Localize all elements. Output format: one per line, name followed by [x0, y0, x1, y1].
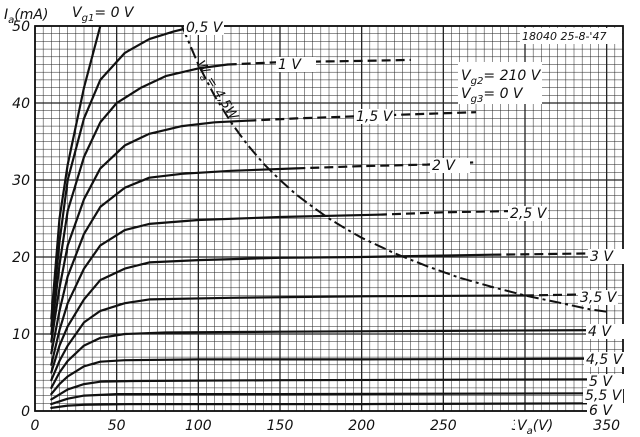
series-label-backing: [587, 374, 627, 389]
series-line: [50, 26, 192, 328]
series-line: [50, 329, 608, 389]
series-label-backing: [586, 324, 626, 339]
series-label: 4 V: [588, 324, 612, 340]
series-label: 5,5 V: [585, 388, 623, 404]
series-line: [50, 213, 380, 366]
x-tick-label: 200: [348, 418, 375, 434]
series-label: 5 V: [589, 374, 613, 390]
series-label-backing: [184, 20, 224, 35]
series-line: [50, 167, 298, 355]
series-label: 3,5 V: [580, 290, 618, 306]
series-label: 6 V: [589, 403, 613, 419]
axes: [34, 25, 624, 412]
condition-vg3: Vg3= 0 V: [461, 86, 524, 105]
x-axis-label-backing: [515, 415, 557, 433]
curves: [50, 26, 608, 409]
series-label-backing: [70, 5, 152, 20]
series-line: [50, 392, 608, 406]
plot-frame: [34, 25, 624, 412]
series-label: 0,5 V: [186, 20, 224, 36]
series-label: 1,5 V: [356, 109, 394, 125]
series-label: 2 V: [432, 158, 456, 174]
series-line: [50, 357, 608, 396]
series-label-backing: [430, 158, 470, 173]
y-tick-label: 50: [12, 19, 30, 35]
series-label-backing: [584, 352, 624, 367]
series-line: [50, 119, 249, 343]
series-label-backing: [588, 249, 628, 264]
x-axis-label: Va(V): [517, 418, 553, 437]
series-line: [50, 294, 527, 382]
series-label: 1 V: [278, 57, 302, 73]
series-line-extrapolated: [227, 58, 411, 66]
labels: 05010015020025030035001020304050Ia(mA)Va…: [4, 5, 628, 437]
condition-vg2: Vg2= 210 V: [461, 68, 542, 87]
series-label: 3 V: [590, 249, 614, 265]
series-label-backing: [508, 206, 548, 221]
y-tick-label: 30: [12, 173, 30, 189]
stamp-backing: [520, 28, 622, 44]
y-tick-label: 0: [21, 404, 30, 420]
y-tick-label: 20: [12, 250, 30, 266]
series-line: [50, 253, 494, 374]
series-label: 2,5 V: [510, 206, 548, 222]
figure-stamp: 18040 25-8-'47: [522, 30, 606, 43]
series-line: [50, 378, 608, 401]
series-label-backing: [578, 290, 618, 305]
series-line: [50, 26, 102, 320]
x-tick-label: 350: [593, 418, 620, 434]
x-tick-label: 50: [108, 418, 126, 434]
conditions-backing: [458, 62, 542, 104]
series-label-backing: [276, 57, 316, 72]
x-tick-label: 0: [31, 418, 40, 434]
x-tick-label: 100: [185, 418, 212, 434]
series-label: 4,5 V: [586, 352, 624, 368]
y-tick-label: 10: [12, 327, 30, 343]
series-label-backing: [354, 109, 394, 124]
series-label-backing: [583, 388, 623, 403]
series-line: [50, 402, 608, 409]
y-tick-label: 40: [12, 96, 30, 112]
series-label-backing: [587, 403, 627, 418]
power-limit-curve: [181, 26, 607, 313]
series-label: Vg1= 0 V: [72, 5, 135, 24]
x-tick-label: 250: [430, 418, 457, 434]
y-axis-label: Ia(mA): [4, 7, 48, 26]
series-line: [50, 63, 229, 336]
x-tick-label: 150: [267, 418, 294, 434]
series-line-extrapolated: [377, 209, 526, 216]
